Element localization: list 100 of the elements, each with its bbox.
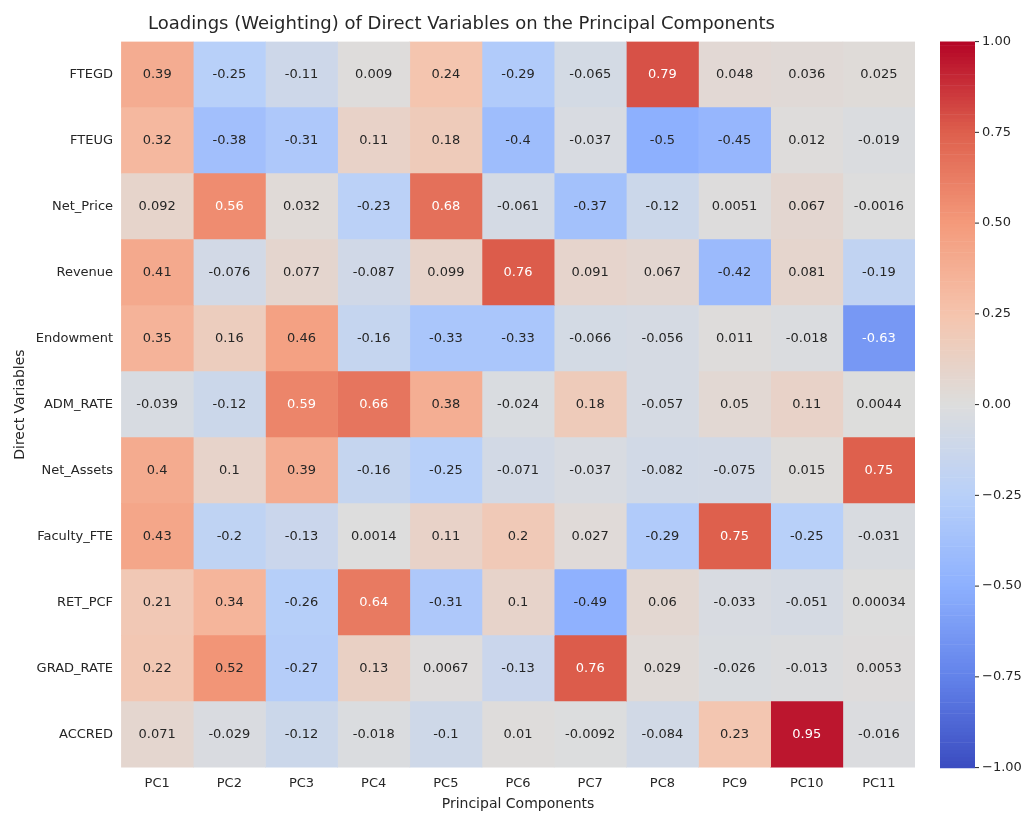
data-label: 0.35: [142, 329, 172, 345]
data-label: -0.13: [501, 659, 535, 675]
data-label: 0.4: [146, 461, 168, 477]
color-bar-label: −0.25: [982, 486, 1022, 502]
data-label: -0.25: [429, 461, 463, 477]
data-label: 0.11: [359, 131, 389, 147]
data-label: -0.11: [284, 65, 319, 81]
data-label: 0.22: [142, 659, 172, 675]
x-tick-label: PC1: [144, 774, 170, 790]
data-label: 0.76: [575, 659, 605, 675]
data-label: 0.1: [219, 461, 240, 477]
x-tick-label: PC6: [505, 774, 531, 790]
color-bar-label: 0.50: [982, 214, 1011, 230]
data-label: -0.082: [641, 461, 684, 477]
data-label: -0.16: [356, 461, 391, 477]
x-tick-label: PC2: [216, 774, 242, 790]
x-tick-label: PC8: [649, 774, 675, 790]
data-label: 0.067: [643, 263, 681, 279]
data-label: -0.019: [857, 131, 900, 147]
data-label: 0.0067: [423, 659, 469, 675]
data-label: -0.19: [862, 263, 896, 279]
data-label: -0.2: [216, 527, 243, 543]
color-bar-label: −0.75: [982, 668, 1022, 684]
data-label: 0.0014: [350, 527, 397, 543]
data-label: 0.79: [647, 65, 677, 81]
color-bar-label: 0.25: [982, 305, 1011, 321]
data-label: 0.11: [792, 395, 822, 411]
data-label: -0.45: [717, 131, 752, 147]
data-label: 0.027: [571, 527, 609, 543]
data-label: -0.037: [569, 461, 612, 477]
data-label: -0.016: [857, 725, 900, 741]
data-label: 0.06: [647, 593, 677, 609]
data-label: 0.01: [503, 725, 533, 741]
data-label: 0.23: [720, 725, 750, 741]
data-label: -0.056: [641, 329, 684, 345]
data-label: 0.41: [142, 263, 172, 279]
y-tick-label: ADM_RATE: [43, 395, 114, 411]
y-axis-title: Direct Variables: [11, 349, 28, 460]
y-tick-label: FTEGD: [69, 65, 114, 81]
x-tick-label: PC4: [361, 774, 387, 790]
data-label: -0.4: [505, 131, 531, 147]
data-label: -0.12: [645, 197, 680, 213]
data-label: 0.68: [431, 197, 461, 213]
data-label: -0.12: [284, 725, 319, 741]
x-tick-label: PC9: [721, 774, 748, 790]
data-label: 0.077: [282, 263, 321, 279]
data-label: 0.32: [142, 131, 172, 147]
data-label: -0.018: [785, 329, 828, 345]
data-label: 0.16: [214, 329, 244, 345]
data-label: -0.29: [645, 527, 680, 543]
data-label: 0.52: [214, 659, 244, 675]
data-label: 0.1: [507, 593, 529, 609]
data-label: 0.24: [431, 65, 461, 81]
data-label: -0.29: [501, 65, 535, 81]
data-label: -0.031: [857, 527, 900, 543]
data-label: -0.037: [569, 131, 612, 147]
data-label: 0.56: [214, 197, 244, 213]
data-label: -0.057: [641, 395, 684, 411]
data-label: 0.18: [575, 395, 605, 411]
data-label: 0.0044: [856, 395, 902, 411]
data-label: 0.092: [138, 197, 176, 213]
data-label: 0.46: [287, 329, 316, 345]
chart-title: Loadings (Weighting) of Direct Variables on the Principal Components: [148, 12, 775, 34]
data-label: 0.091: [571, 263, 609, 279]
data-label: -0.38: [212, 131, 247, 147]
data-label: -0.31: [284, 131, 319, 147]
data-label: 0.081: [788, 263, 826, 279]
color-bar-label: 0.75: [982, 123, 1011, 139]
data-label: 0.75: [720, 527, 750, 543]
data-label: 0.071: [138, 725, 176, 741]
data-label: -0.33: [501, 329, 535, 345]
data-label: 0.39: [142, 65, 172, 81]
data-label: -0.23: [356, 197, 391, 213]
data-label: -0.5: [649, 131, 676, 147]
data-label: -0.25: [212, 65, 247, 81]
data-label: 0.048: [715, 65, 754, 81]
data-label: -0.024: [497, 395, 540, 411]
data-label: 0.13: [359, 659, 389, 675]
x-tick-label: PC11: [862, 774, 896, 790]
data-label: 0.76: [503, 263, 533, 279]
data-label: 0.025: [860, 65, 898, 81]
data-label: 0.21: [142, 593, 172, 609]
data-label: -0.63: [862, 329, 896, 345]
data-label: -0.087: [352, 263, 395, 279]
data-label: 0.11: [431, 527, 461, 543]
data-label: 0.59: [287, 395, 316, 411]
data-label: -0.12: [212, 395, 247, 411]
data-label: 0.009: [355, 65, 393, 81]
color-bar-label: 1.00: [982, 32, 1011, 48]
data-label: 0.95: [792, 725, 822, 741]
data-label: 0.036: [788, 65, 826, 81]
data-label: -0.026: [713, 659, 756, 675]
data-label: 0.2: [507, 527, 529, 543]
data-label: 0.0051: [711, 197, 758, 213]
y-tick-label: Endowment: [35, 329, 114, 345]
y-tick-label: FTEUG: [70, 131, 114, 147]
x-tick-label: PC3: [288, 774, 315, 790]
data-label: 0.18: [431, 131, 461, 147]
data-label: 0.43: [142, 527, 172, 543]
data-label: 0.029: [643, 659, 681, 675]
